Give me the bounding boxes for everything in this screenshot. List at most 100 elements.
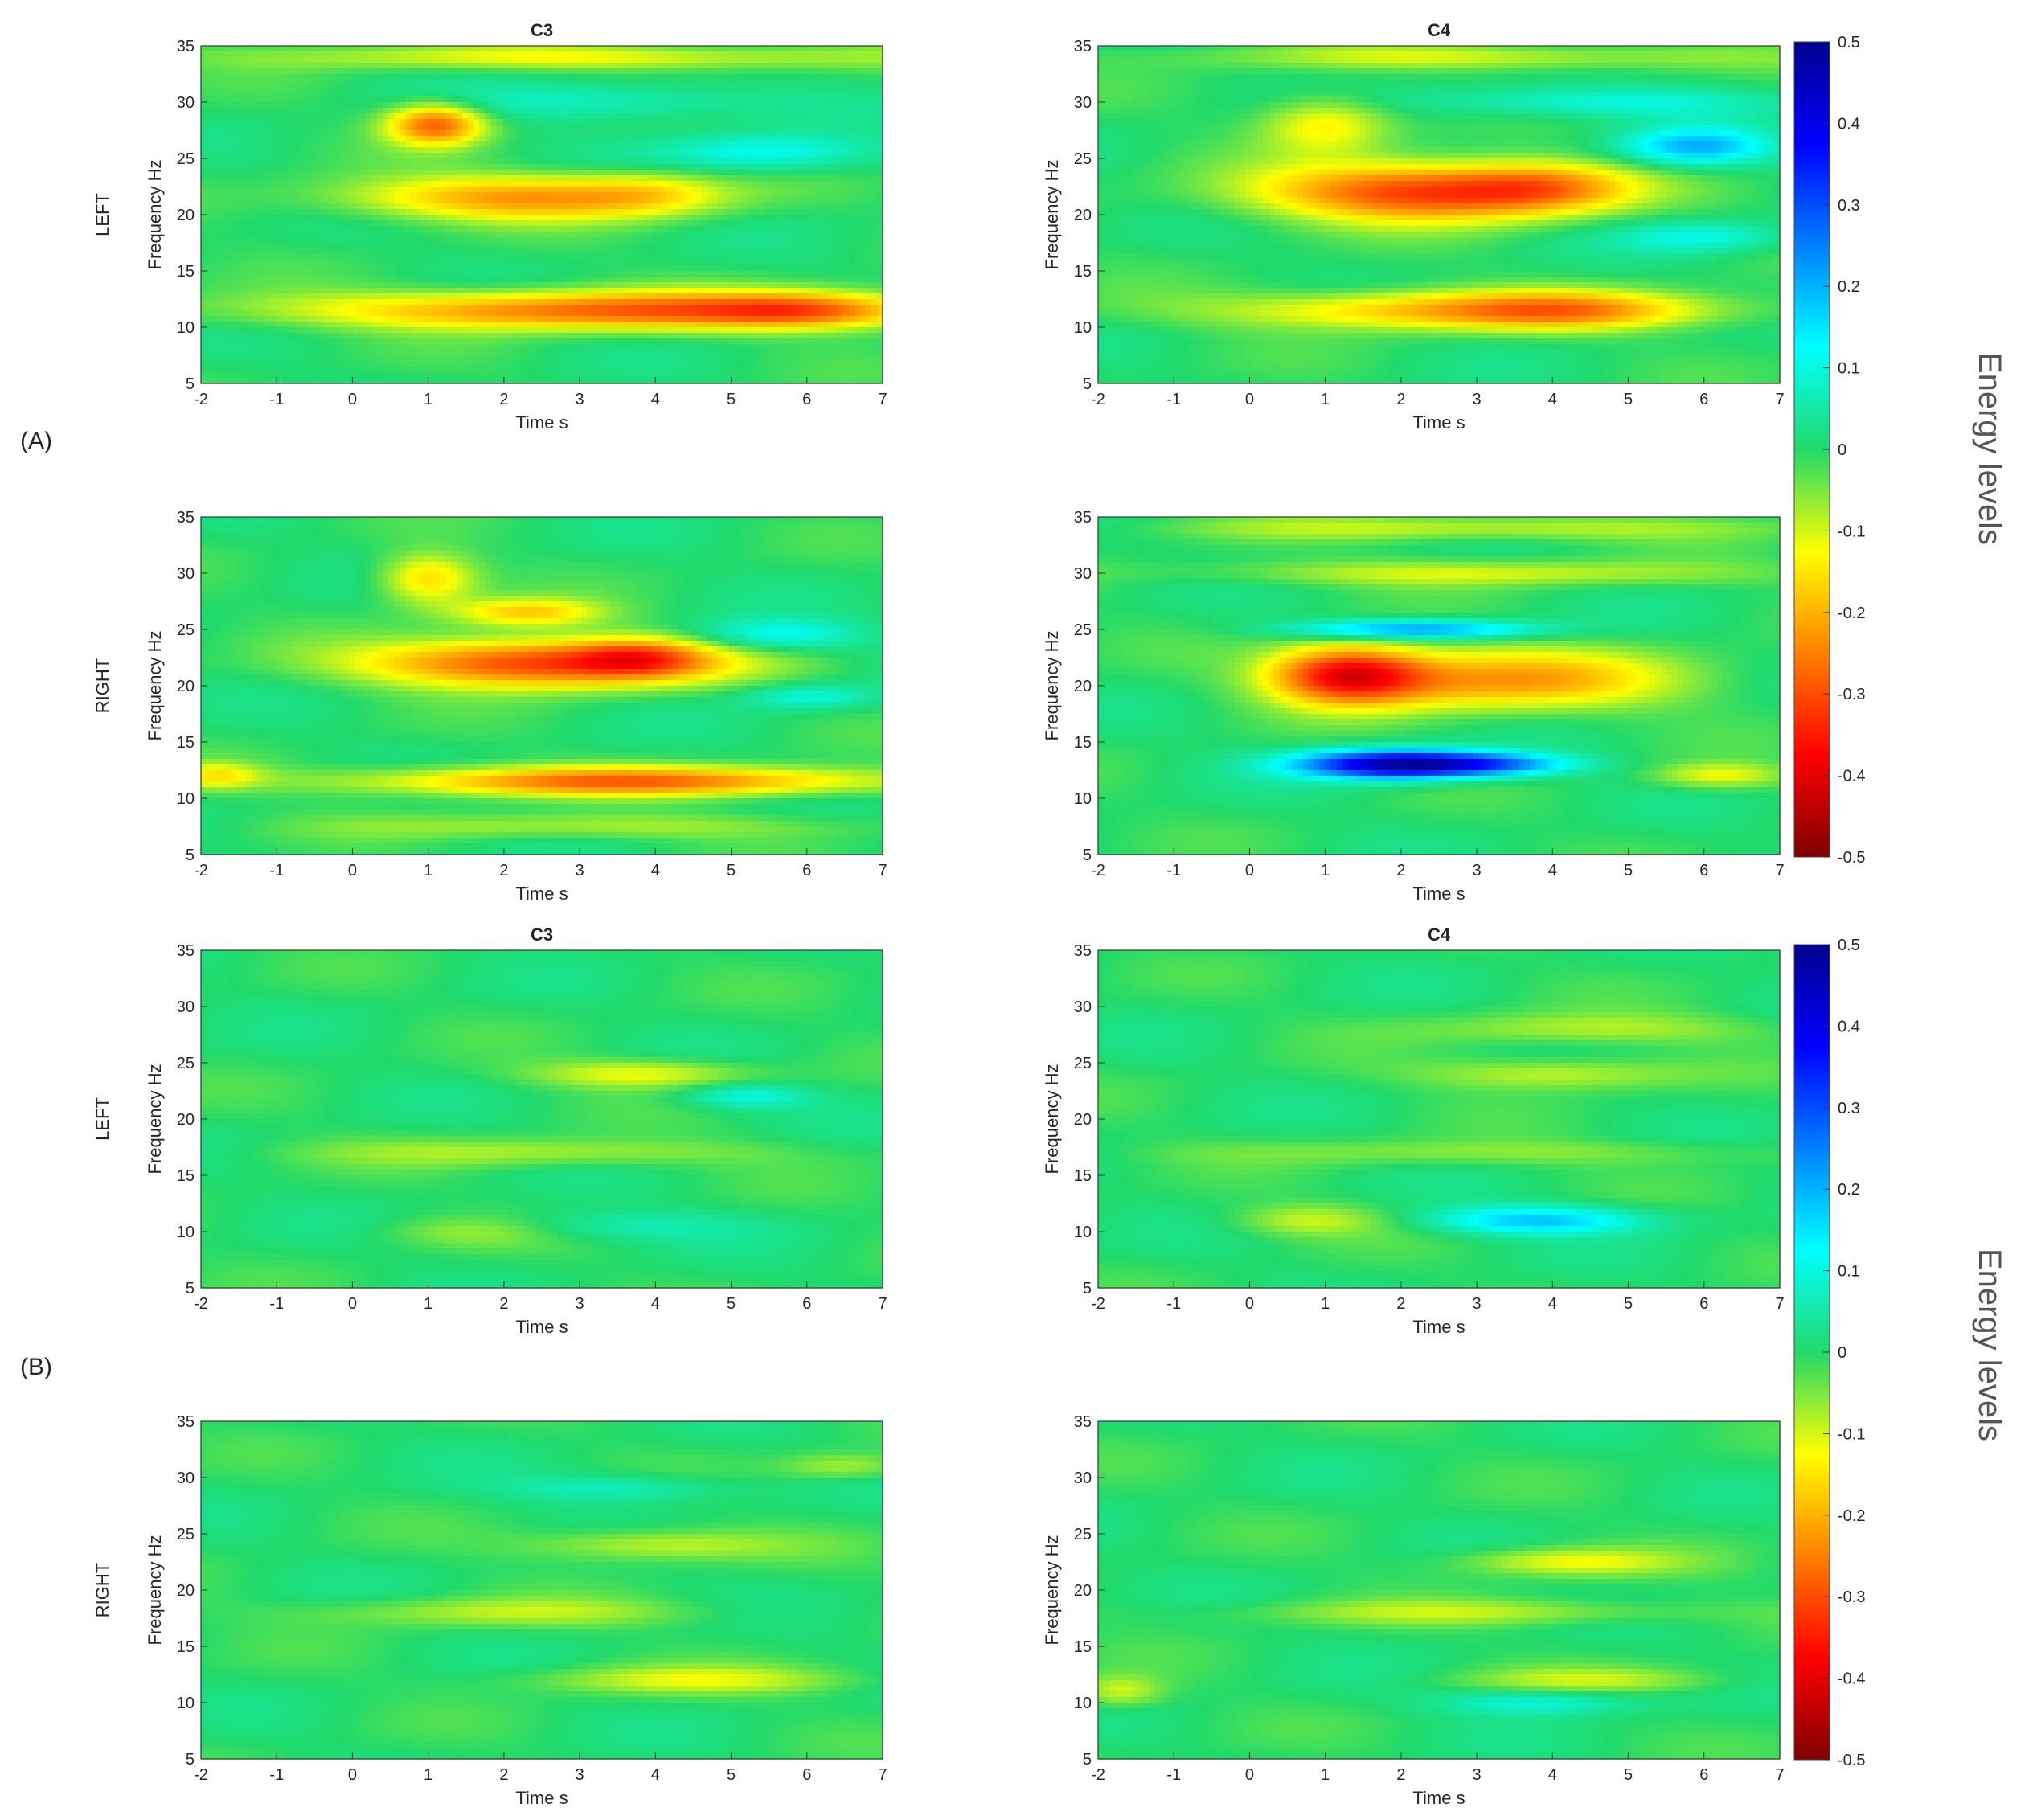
y-tick-label: 15 xyxy=(1074,734,1092,752)
x-tick-label: 4 xyxy=(1548,862,1557,879)
colorbar-a: 0.50.40.30.20.10-0.1-0.2-0.3-0.4-0.5 xyxy=(1794,34,1865,867)
x-tick-label: 7 xyxy=(1775,1766,1784,1784)
heatmap-cells xyxy=(201,950,883,1289)
x-tick-label: 3 xyxy=(576,391,584,408)
y-tick-label: 15 xyxy=(177,1167,195,1185)
x-tick-label: 2 xyxy=(1396,391,1405,408)
y-axis-title: Frequency Hz xyxy=(1042,1064,1062,1174)
colorbar-tick-label: -0.4 xyxy=(1838,1670,1865,1688)
x-tick-label: 6 xyxy=(802,1766,811,1784)
y-axis-title: Frequency Hz xyxy=(145,160,165,270)
colorbar-tick-label: 0.2 xyxy=(1838,278,1860,296)
y-tick-label: 5 xyxy=(186,1280,195,1297)
x-tick-label: 6 xyxy=(1699,1766,1708,1784)
y-tick-label: 20 xyxy=(1074,207,1092,224)
x-tick-label: 6 xyxy=(1699,391,1708,408)
colorbar-b-label: Energy levels xyxy=(1972,1248,2007,1441)
y-tick-label: 10 xyxy=(1074,319,1092,337)
colorbar-tick-label: 0.1 xyxy=(1838,1263,1860,1281)
y-tick-label: 30 xyxy=(1074,1470,1092,1487)
colorbar-tick-label: 0.5 xyxy=(1838,34,1860,51)
y-tick-label: 15 xyxy=(1074,1638,1092,1656)
x-tick-label: 2 xyxy=(1396,862,1405,879)
y-tick-label: 10 xyxy=(1074,790,1092,808)
colorbar-tick-label: -0.4 xyxy=(1838,768,1865,785)
x-tick-label: 2 xyxy=(499,391,508,408)
x-tick-label: -2 xyxy=(194,1295,208,1313)
y-tick-label: 35 xyxy=(1074,38,1092,55)
x-tick-label: 3 xyxy=(1473,1766,1482,1784)
x-tick-label: 4 xyxy=(1548,391,1557,408)
x-axis-title: Time s xyxy=(515,1317,568,1337)
x-axis-title: Time s xyxy=(515,412,568,432)
x-axis-title: Time s xyxy=(1412,1788,1465,1808)
x-tick-label: -2 xyxy=(194,391,208,408)
panel-title: C4 xyxy=(1428,924,1451,945)
x-tick-label: 4 xyxy=(651,1295,660,1313)
colorbar-tick-label: -0.3 xyxy=(1838,686,1865,703)
x-tick-label: -2 xyxy=(1091,391,1105,408)
y-axis-title: Frequency Hz xyxy=(145,631,165,741)
x-axis-title: Time s xyxy=(1412,883,1465,904)
panel-title: C4 xyxy=(1428,20,1451,40)
y-tick-label: 25 xyxy=(1074,1526,1092,1543)
y-tick-label: 15 xyxy=(177,734,195,752)
x-tick-label: -1 xyxy=(1166,1295,1181,1313)
x-tick-label: 5 xyxy=(1624,862,1633,879)
y-tick-label: 35 xyxy=(1074,1413,1092,1431)
y-tick-label: 35 xyxy=(177,1413,195,1431)
x-axis-title: Time s xyxy=(1412,412,1465,432)
heatmap-cells xyxy=(201,46,883,384)
y-tick-label: 30 xyxy=(177,1470,195,1487)
x-tick-label: -2 xyxy=(1091,862,1105,879)
x-tick-label: 6 xyxy=(802,862,811,879)
y-tick-label: 10 xyxy=(177,1224,195,1241)
y-tick-label: 25 xyxy=(1074,621,1092,639)
y-tick-label: 5 xyxy=(186,375,195,393)
colorbar-b: 0.50.40.30.20.10-0.1-0.2-0.3-0.4-0.5 xyxy=(1794,937,1865,1769)
heatmap-cells xyxy=(1098,950,1781,1289)
y-tick-label: 15 xyxy=(1074,1167,1092,1185)
y-tick-label: 5 xyxy=(1083,1751,1092,1769)
x-tick-label: 2 xyxy=(499,862,508,879)
y-tick-label: 5 xyxy=(1083,375,1092,393)
x-tick-label: 5 xyxy=(727,1766,736,1784)
x-tick-label: 3 xyxy=(1473,862,1482,879)
y-tick-label: 15 xyxy=(177,263,195,281)
y-tick-label: 5 xyxy=(1083,1280,1092,1297)
x-tick-label: 2 xyxy=(1396,1766,1405,1784)
x-tick-label: -1 xyxy=(269,1766,284,1784)
x-axis-title: Time s xyxy=(1412,1317,1465,1337)
y-tick-label: 30 xyxy=(177,94,195,112)
y-tick-label: 20 xyxy=(1074,678,1092,695)
y-axis-title: Frequency Hz xyxy=(1042,1535,1062,1646)
x-tick-label: 1 xyxy=(1321,862,1330,879)
x-tick-label: -1 xyxy=(269,391,284,408)
x-tick-label: 3 xyxy=(1473,1295,1482,1313)
y-axis-title: Frequency Hz xyxy=(1042,160,1062,270)
colorbar-a-label: Energy levels xyxy=(1972,352,2007,545)
y-tick-label: 25 xyxy=(1074,150,1092,168)
y-tick-label: 25 xyxy=(177,1055,195,1072)
x-tick-label: 7 xyxy=(1775,391,1784,408)
y-tick-label: 35 xyxy=(1074,942,1092,960)
colorbar-tick-label: 0.4 xyxy=(1838,115,1860,133)
x-tick-label: 5 xyxy=(727,1295,736,1313)
x-tick-label: 6 xyxy=(1699,862,1708,879)
colorbar-tick-label: -0.1 xyxy=(1838,523,1865,540)
colorbar-tick-label: 0.3 xyxy=(1838,1100,1860,1117)
y-axis-title: Frequency Hz xyxy=(1042,631,1062,741)
colorbar-tick-label: 0.4 xyxy=(1838,1018,1860,1035)
x-tick-label: 4 xyxy=(651,391,660,408)
y-tick-label: 30 xyxy=(1074,998,1092,1016)
y-tick-label: 30 xyxy=(177,998,195,1016)
x-tick-label: -2 xyxy=(194,862,208,879)
x-tick-label: 5 xyxy=(727,391,736,408)
y-tick-label: 10 xyxy=(177,1695,195,1712)
x-tick-label: 6 xyxy=(1699,1295,1708,1313)
